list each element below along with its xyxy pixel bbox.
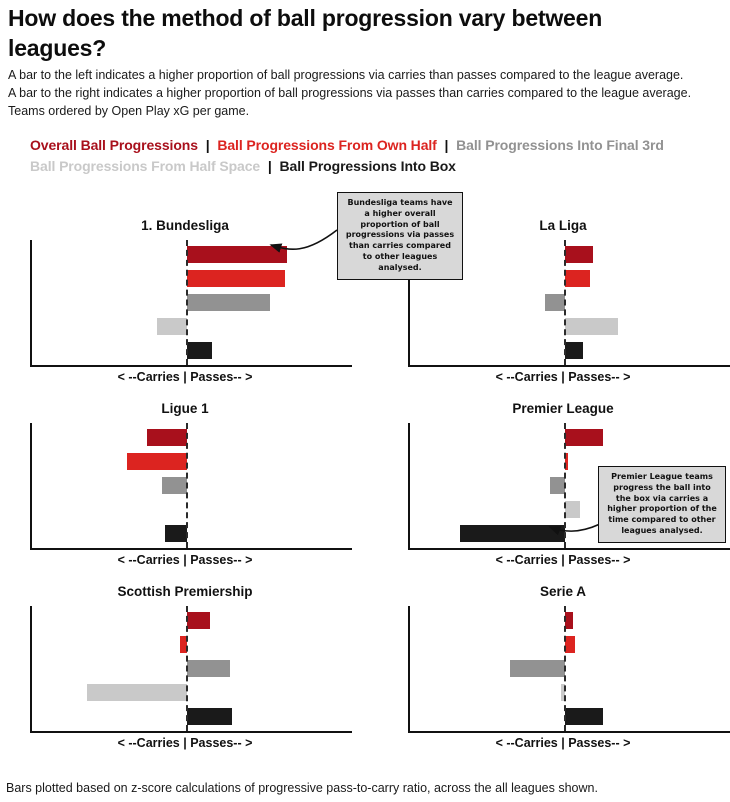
page-title: How does the method of ball progression … (8, 4, 718, 64)
bar-ball-progressions-from-half-space (565, 318, 618, 335)
bar-ball-progressions-from-half-space (157, 318, 187, 335)
subtitle-line: A bar to the right indicates a higher pr… (8, 85, 692, 100)
plot-area (408, 606, 730, 733)
footnote: Bars plotted based on z-score calculatio… (6, 781, 598, 795)
bar-overall-ball-progressions (187, 246, 287, 263)
plot-area (30, 240, 352, 367)
bar-overall-ball-progressions (565, 612, 573, 629)
legend-item-own-half: Ball Progressions From Own Half (217, 137, 437, 153)
subtitle-line: Teams ordered by Open Play xG per game. (8, 103, 250, 118)
bar-overall-ball-progressions (565, 429, 603, 446)
plot-area (408, 240, 730, 367)
subtitle: A bar to the left indicates a higher pro… (8, 67, 718, 120)
bar-ball-progressions-from-own-half (127, 453, 187, 470)
bar-ball-progressions-from-half-space (87, 684, 187, 701)
center-dashed-line (564, 423, 566, 548)
panel-premier-league: Premier League < --Carries | Passes-- > (408, 401, 730, 573)
panel-title: Serie A (539, 584, 587, 599)
bar-ball-progressions-into-final-3rd (510, 660, 565, 677)
panel-bundesliga: 1. Bundesliga < --Carries | Passes-- > (30, 218, 352, 390)
legend-separator: | (205, 137, 210, 153)
panel-title: 1. Bundesliga (141, 218, 229, 233)
axis-label: < --Carries | Passes-- > (117, 553, 253, 567)
plot-area (30, 423, 352, 550)
bar-ball-progressions-into-box (187, 708, 232, 725)
bar-overall-ball-progressions (565, 246, 593, 263)
center-dashed-line (564, 606, 566, 731)
panel-scottish-premiership: Scottish Premiership < --Carries | Passe… (30, 584, 352, 756)
axis-label: < --Carries | Passes-- > (495, 553, 631, 567)
panel-ligue-1: Ligue 1 < --Carries | Passes-- > (30, 401, 352, 573)
legend-item-into-box: Ball Progressions Into Box (279, 158, 456, 174)
bar-ball-progressions-into-box (565, 342, 583, 359)
bar-ball-progressions-into-box (565, 708, 603, 725)
bar-overall-ball-progressions (187, 612, 210, 629)
legend-separator: | (267, 158, 272, 174)
bar-ball-progressions-from-own-half (179, 636, 187, 653)
plot-area (408, 423, 730, 550)
bar-ball-progressions-into-final-3rd (187, 660, 230, 677)
page-title-line2: leagues? (8, 34, 107, 61)
panel-serie-a: Serie A < --Carries | Passes-- > (408, 584, 730, 756)
axis-label: < --Carries | Passes-- > (117, 736, 253, 750)
annotation-bundesliga: Bundesliga teams have a higher overall p… (337, 192, 463, 280)
axis-label: < --Carries | Passes-- > (495, 736, 631, 750)
legend: Overall Ball Progressions | Ball Progres… (30, 135, 720, 177)
bar-ball-progressions-into-box (187, 342, 212, 359)
annotation-premier-league: Premier League teams progress the ball i… (598, 466, 726, 543)
axis-label: < --Carries | Passes-- > (495, 370, 631, 384)
bar-ball-progressions-into-box (460, 525, 565, 542)
bar-ball-progressions-into-final-3rd (162, 477, 187, 494)
bar-ball-progressions-into-final-3rd (550, 477, 565, 494)
panel-title: Scottish Premiership (117, 584, 253, 599)
bar-ball-progressions-from-half-space (561, 684, 565, 701)
panel-title: La Liga (539, 218, 587, 233)
legend-row-1: Overall Ball Progressions | Ball Progres… (30, 135, 720, 156)
legend-row-2: Ball Progressions From Half Space | Ball… (30, 156, 720, 177)
subtitle-line: A bar to the left indicates a higher pro… (8, 68, 684, 82)
bar-ball-progressions-into-final-3rd (187, 294, 270, 311)
bar-ball-progressions-from-own-half (565, 270, 590, 287)
center-dashed-line (564, 240, 566, 365)
bar-ball-progressions-into-box (164, 525, 187, 542)
center-dashed-line (186, 240, 188, 365)
panel-title: Premier League (512, 401, 614, 416)
bar-ball-progressions-from-half-space (565, 501, 580, 518)
bar-ball-progressions-from-own-half (565, 453, 568, 470)
panel-la-liga: La Liga < --Carries | Passes-- > (408, 218, 730, 390)
legend-item-overall: Overall Ball Progressions (30, 137, 198, 153)
legend-item-final-3rd: Ball Progressions Into Final 3rd (456, 137, 664, 153)
bar-ball-progressions-from-own-half (187, 270, 285, 287)
legend-item-half-space: Ball Progressions From Half Space (30, 158, 261, 174)
page-title-line1: How does the method of ball progression … (8, 5, 603, 31)
axis-label: < --Carries | Passes-- > (117, 370, 253, 384)
center-dashed-line (186, 423, 188, 548)
panel-title: Ligue 1 (161, 401, 209, 416)
plot-area (30, 606, 352, 733)
bar-ball-progressions-into-final-3rd (545, 294, 565, 311)
bar-ball-progressions-from-own-half (565, 636, 575, 653)
center-dashed-line (186, 606, 188, 731)
bar-overall-ball-progressions (147, 429, 187, 446)
legend-separator: | (444, 137, 449, 153)
